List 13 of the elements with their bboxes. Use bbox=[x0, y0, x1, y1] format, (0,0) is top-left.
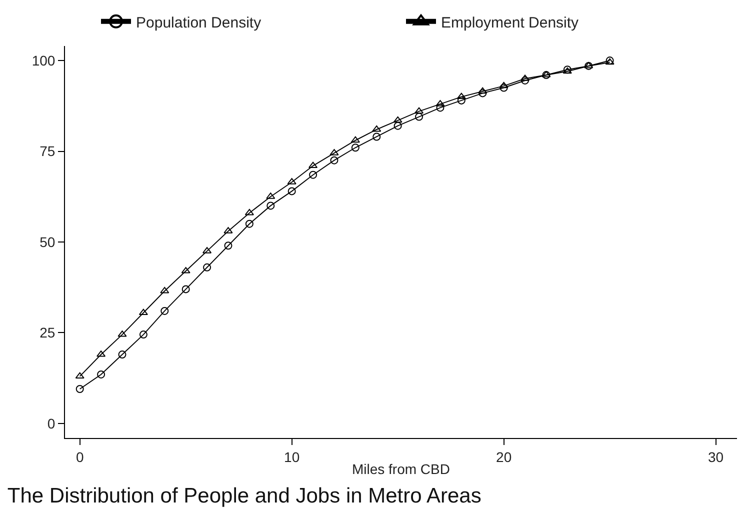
x-tick-label: 30 bbox=[708, 448, 724, 465]
x-tick-label: 0 bbox=[76, 448, 84, 465]
y-tick-label: 100 bbox=[32, 52, 56, 68]
text: The Distribution of People and Jobs in Metro Areas bbox=[7, 484, 482, 508]
legend-label: Employment Density bbox=[441, 14, 580, 32]
y-tick-label: 25 bbox=[40, 324, 56, 341]
legend-label: Population Density bbox=[136, 14, 262, 32]
x-tick-label: 10 bbox=[284, 448, 300, 465]
y-tick-label: 0 bbox=[47, 415, 56, 432]
y-tick-label: 50 bbox=[40, 234, 56, 250]
y-tick-label: 75 bbox=[40, 143, 56, 160]
x-axis-title: Miles from CBD bbox=[352, 461, 450, 478]
x-tick-label: 20 bbox=[496, 448, 512, 465]
